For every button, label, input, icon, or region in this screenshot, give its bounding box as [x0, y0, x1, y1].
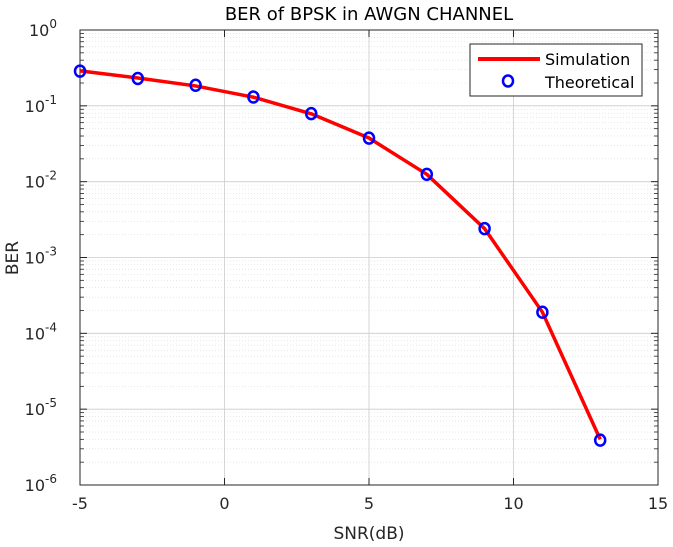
- x-tick-labels: -5 0 5 10 15: [72, 494, 668, 513]
- legend: Simulation Theoretical: [469, 43, 643, 97]
- y-tick-label: 100: [29, 17, 57, 40]
- y-tick-label: 10-6: [25, 472, 57, 495]
- y-axis-title: BER: [3, 241, 23, 275]
- legend-box: [469, 43, 643, 97]
- chart-title: BER of BPSK in AWGN CHANNEL: [225, 4, 513, 25]
- x-tick-label: 5: [364, 494, 374, 513]
- theoretical-point: [536, 305, 549, 319]
- x-tick-label: 10: [503, 494, 523, 513]
- axis-ticks: [79, 29, 659, 486]
- y-tick-label: 10-4: [25, 320, 57, 343]
- y-tick-label: 10-1: [25, 93, 57, 116]
- series-layer: [73, 64, 607, 447]
- legend-theoretical-marker: [501, 74, 515, 88]
- theoretical-point: [478, 221, 491, 236]
- simulation-line: [79, 69, 602, 441]
- theoretical-point: [247, 90, 260, 104]
- theoretical-point: [131, 71, 145, 86]
- y-tick-label: 10-5: [25, 396, 57, 419]
- y-tick-label: 10-2: [25, 169, 57, 192]
- x-tick-label: 0: [219, 494, 229, 513]
- theoretical-point: [73, 64, 87, 78]
- theoretical-point: [304, 106, 318, 121]
- theoretical-point: [420, 167, 434, 182]
- legend-theoretical-label: Theoretical: [544, 73, 634, 92]
- legend-simulation-label: Simulation: [545, 50, 630, 69]
- y-tick-labels: 10-6 10-5 10-4 10-3 10-2 10-1 100: [25, 17, 57, 495]
- x-axis-title: SNR(dB): [333, 524, 404, 544]
- x-tick-label: 15: [648, 494, 668, 513]
- y-tick-label: 10-3: [25, 245, 57, 268]
- theoretical-point: [593, 433, 607, 447]
- theoretical-point: [362, 131, 376, 145]
- theoretical-point: [189, 78, 202, 93]
- x-tick-label: -5: [72, 494, 88, 513]
